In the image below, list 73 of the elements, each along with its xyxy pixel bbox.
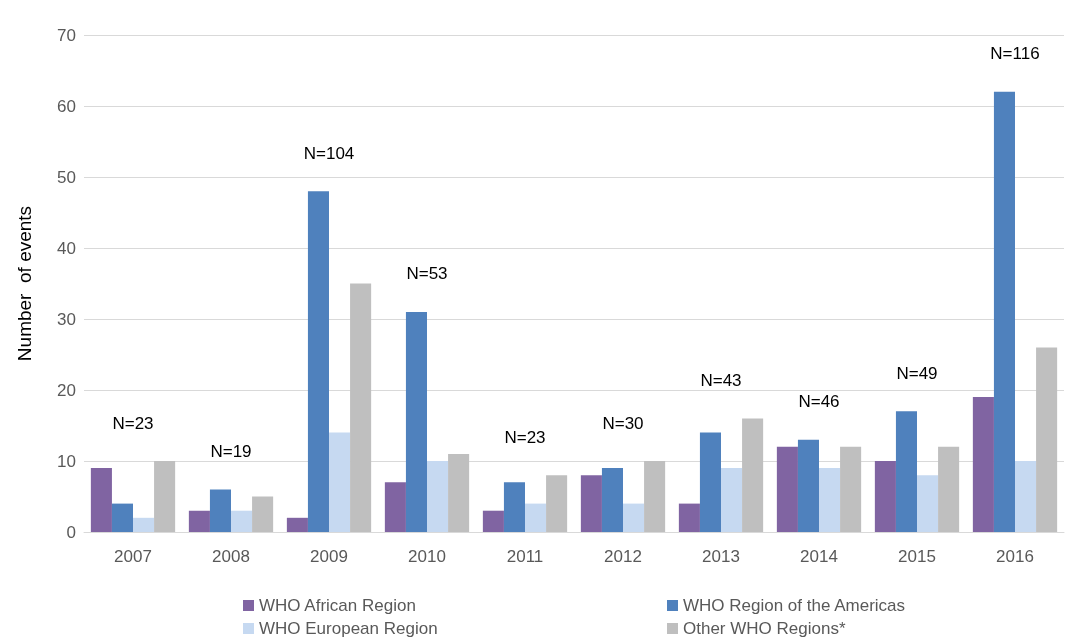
bar: [699, 432, 721, 532]
x-tick-label: 2014: [800, 547, 838, 566]
x-tick-label: 2007: [114, 547, 152, 566]
bar: [90, 468, 112, 532]
bar: [917, 475, 939, 532]
bar: [938, 446, 960, 532]
bar: [721, 468, 743, 532]
legend-label: Other WHO Regions*: [683, 619, 846, 638]
bar: [482, 510, 504, 532]
y-tick-label: 10: [57, 451, 76, 471]
bar: [188, 510, 210, 532]
bar: [580, 475, 602, 532]
annotation: N=46: [798, 392, 840, 412]
bar: [286, 517, 308, 532]
bar: [993, 91, 1015, 532]
bar: [776, 446, 798, 532]
bar: [895, 411, 917, 532]
x-tick-label: 2010: [408, 547, 446, 566]
y-tick-label: 40: [57, 238, 76, 258]
bar: [840, 446, 862, 532]
y-tick-label: 30: [57, 309, 76, 329]
bar: [307, 191, 329, 532]
x-tick-label: 2011: [506, 547, 544, 566]
annotation: N=30: [602, 413, 644, 433]
bar: [252, 496, 274, 532]
annotation: N=104: [303, 143, 355, 163]
bar: [384, 482, 406, 532]
bar: [742, 418, 764, 532]
bar: [448, 453, 470, 532]
bar: [601, 468, 623, 532]
bar: [678, 503, 700, 532]
legend-label: WHO European Region: [259, 619, 438, 638]
bar: [546, 475, 568, 532]
y-tick-label: 70: [57, 25, 76, 45]
y-tick-label: 60: [57, 96, 76, 116]
y-tick-label: 50: [57, 167, 76, 187]
x-tick-label: 2012: [604, 547, 642, 566]
bar: [154, 461, 176, 532]
bar: [1015, 461, 1037, 532]
annotation: N=43: [700, 370, 742, 390]
annotation: N=116: [990, 44, 1040, 64]
bar: [329, 432, 351, 532]
y-axis-title: Number of events: [14, 205, 35, 362]
bar: [231, 510, 253, 532]
bar: [525, 503, 547, 532]
y-tick-label: 20: [57, 380, 76, 400]
bar: [797, 439, 819, 532]
bar: [111, 503, 133, 532]
bar: [819, 468, 841, 532]
y-tick-label: 0: [66, 522, 76, 542]
bar: [644, 461, 666, 532]
bar: [350, 283, 372, 532]
bar: [133, 517, 155, 532]
bar: [874, 461, 896, 532]
annotation: N=19: [210, 441, 252, 461]
x-tick-label: 2013: [702, 547, 740, 566]
bar: [209, 489, 231, 532]
bar: [427, 461, 449, 532]
bar: [972, 397, 994, 532]
bar: [405, 311, 427, 532]
x-tick-label: 2009: [310, 547, 348, 566]
annotation: N=53: [406, 264, 448, 284]
x-tick-label: 2015: [898, 547, 936, 566]
annotation: N=23: [112, 413, 154, 433]
bar: [503, 482, 525, 532]
bar: [1036, 347, 1058, 532]
x-tick-label: 2008: [212, 547, 250, 566]
legend-label: WHO African Region: [259, 596, 416, 615]
annotation: N=49: [896, 363, 938, 383]
bar: [623, 503, 645, 532]
x-tick-label: 2016: [996, 547, 1034, 566]
legend-label: WHO Region of the Americas: [683, 596, 906, 615]
annotation: N=23: [504, 427, 546, 447]
